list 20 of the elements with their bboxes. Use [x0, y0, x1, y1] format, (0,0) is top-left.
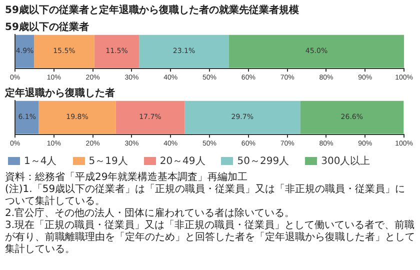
bar	[228, 34, 404, 68]
bar	[38, 100, 116, 134]
bar	[184, 100, 300, 134]
chart-subtitle: 定年退職から復職した者	[4, 86, 116, 100]
text: 2.官公庁、その他の法人・団体に雇われている者は除いている。	[5, 208, 296, 220]
bar	[34, 34, 94, 68]
text: 資料：総務省「平成29年就業構造基本調査」再編加工	[5, 172, 249, 184]
bar	[139, 34, 229, 68]
legend-label: 50～299人	[237, 155, 290, 168]
legend-label: 20～49人	[160, 155, 206, 168]
legend-label: 1～4人	[24, 155, 57, 168]
bar	[116, 100, 185, 134]
bar	[94, 34, 140, 68]
chart-subtitle: 59歳以下の従業者	[4, 20, 90, 34]
bar	[300, 100, 404, 134]
text: (注)1.「59歳以下の従業者」は「正規の職員・従業員」又は「非正規の職員・従業員」について集計している。	[5, 184, 406, 208]
legend-label: 300人以上	[321, 154, 370, 168]
legend-label: 5～19人	[88, 155, 128, 168]
text: 3.現在「正規の職員・従業員」又は「非正規の職員・従業員」として働いている者で、前職が有り、前職離職理由を「定年のため」と回答した者を「定年退職から復職した者」として集計している。	[5, 220, 415, 256]
chart-title: 59歳以下の従業者と定年退職から復職した者の就業先従業者規模	[4, 3, 300, 18]
